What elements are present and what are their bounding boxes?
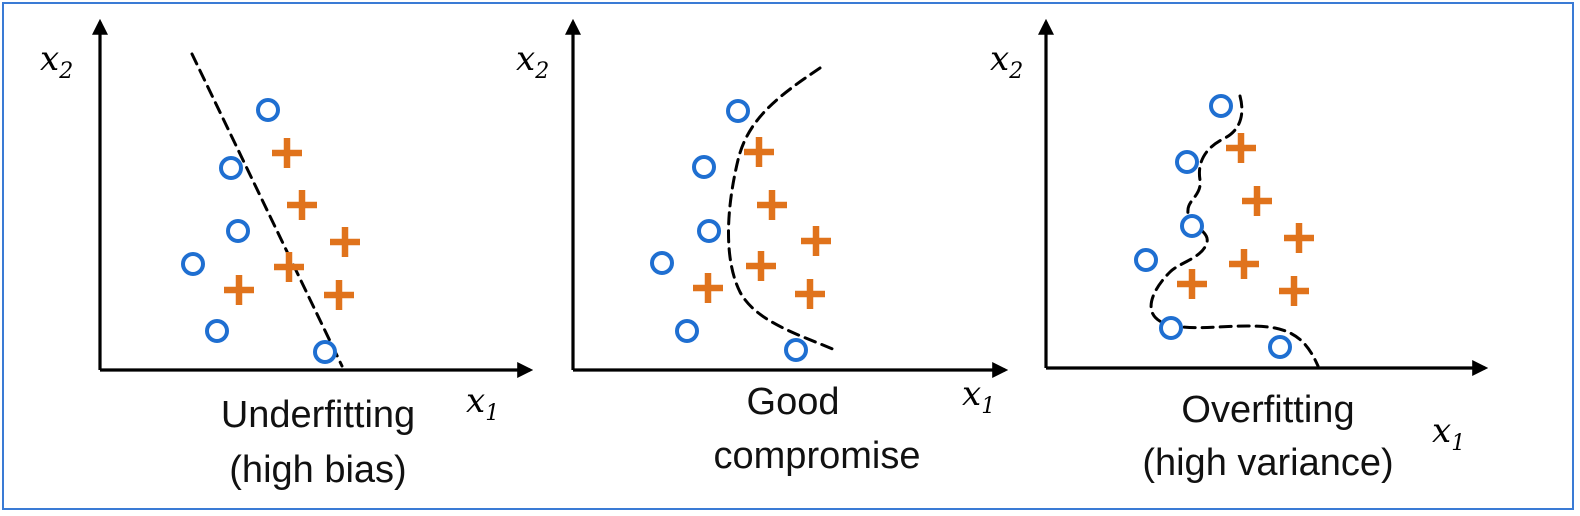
plus-marker: [746, 251, 776, 281]
class-b-points: [1177, 133, 1314, 306]
plus-marker: [224, 275, 254, 305]
circle-marker: [1180, 214, 1204, 238]
plus-marker: [795, 279, 825, 309]
class-a-points: [1134, 94, 1292, 359]
plus-marker: [1284, 223, 1314, 253]
class-a-points: [181, 98, 337, 364]
plus-marker: [330, 227, 360, 257]
plus-marker: [287, 190, 317, 220]
circle-marker: [697, 219, 721, 243]
circle-marker: [726, 99, 750, 123]
class-b-points: [224, 138, 360, 310]
plus-marker: [801, 226, 831, 256]
circle-marker: [675, 319, 699, 343]
circle-marker: [692, 155, 716, 179]
panel-caption-line1: Good: [747, 381, 840, 423]
circle-marker: [1134, 248, 1158, 272]
decision-boundary: [1149, 94, 1320, 368]
panel-overfitting: x2 x1 Overfitting (high variance): [990, 18, 1489, 484]
plus-marker: [757, 190, 787, 220]
plus-marker: [693, 273, 723, 303]
class-b-points: [693, 137, 831, 309]
circle-marker: [1159, 316, 1183, 340]
panel-caption-line2: compromise: [714, 435, 921, 477]
circle-marker: [181, 252, 205, 276]
y-axis-label: x2: [516, 39, 549, 84]
panel-caption-line2: (high variance): [1142, 442, 1393, 484]
y-axis-label: x2: [990, 39, 1023, 84]
panel-caption-line2: (high bias): [229, 449, 406, 491]
panel-caption-line1: Overfitting: [1181, 389, 1354, 431]
panel-underfitting: x2 x1 Underfitting (high bias): [40, 18, 534, 491]
panel-good-compromise: x2 x1 Good compromise: [516, 18, 1009, 477]
circle-marker: [1175, 150, 1199, 174]
decision-boundary: [190, 52, 344, 368]
x-axis-label: x1: [962, 374, 995, 419]
panel-caption-line1: Underfitting: [221, 394, 415, 436]
plus-marker: [324, 280, 354, 310]
circle-marker: [313, 340, 337, 364]
plus-marker: [274, 252, 304, 282]
decision-boundary: [727, 66, 837, 352]
plus-marker: [1279, 276, 1309, 306]
x-axis-label: x1: [1432, 411, 1465, 456]
figure-frame: [2, 2, 1574, 510]
plus-marker: [1242, 186, 1272, 216]
circle-marker: [784, 338, 808, 362]
plus-marker: [272, 138, 302, 168]
circle-marker: [1209, 94, 1233, 118]
class-a-points: [650, 99, 808, 362]
circle-marker: [226, 219, 250, 243]
y-axis-label: x2: [40, 39, 73, 84]
plus-marker: [744, 137, 774, 167]
circle-marker: [205, 319, 229, 343]
circle-marker: [219, 156, 243, 180]
circle-marker: [1268, 335, 1292, 359]
x-axis-label: x1: [466, 381, 499, 426]
circle-marker: [256, 98, 280, 122]
circle-marker: [650, 251, 674, 275]
plus-marker: [1226, 133, 1256, 163]
plus-marker: [1229, 249, 1259, 279]
plus-marker: [1177, 269, 1207, 299]
